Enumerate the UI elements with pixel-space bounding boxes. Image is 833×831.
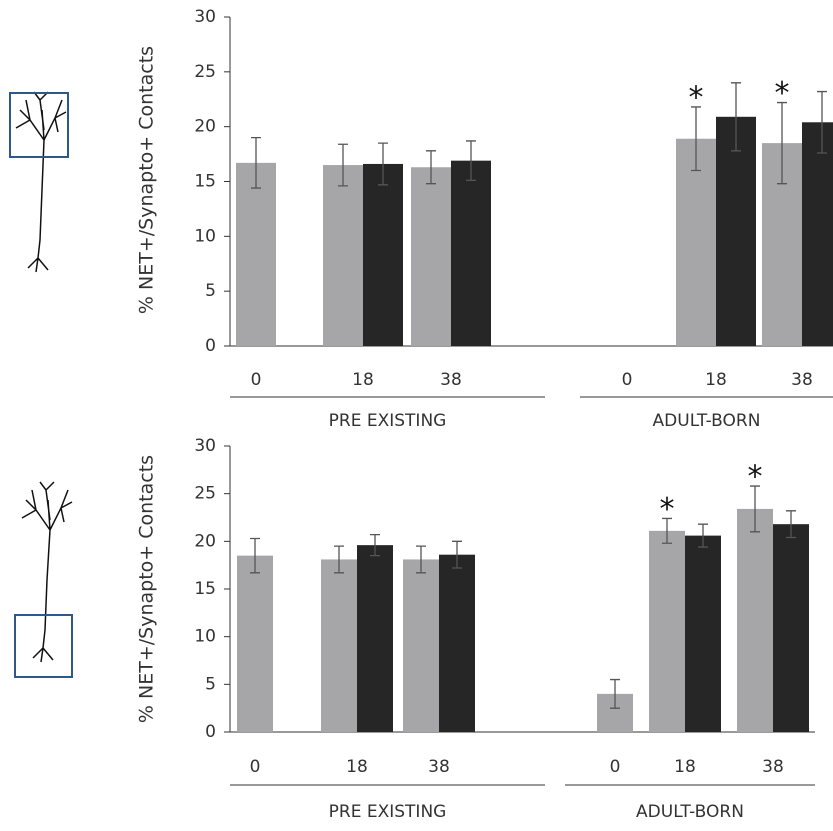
error-bar — [370, 534, 380, 557]
x-tick-label: 38 — [762, 757, 784, 777]
significance-marker: * — [748, 460, 763, 495]
y-tick-label: 25 — [194, 62, 216, 82]
group-label: PRE EXISTING — [329, 802, 447, 822]
error-bar — [817, 90, 827, 154]
y-tick-label: 25 — [194, 484, 216, 504]
bar — [685, 535, 721, 732]
significance-marker: * — [660, 492, 675, 527]
bar — [403, 559, 439, 732]
bar — [323, 165, 363, 346]
y-tick-label: 15 — [194, 579, 216, 599]
bar — [357, 545, 393, 732]
y-tick-label: 20 — [194, 117, 216, 137]
error-bar — [338, 143, 348, 187]
y-tick-label: 20 — [194, 531, 216, 551]
error-bar — [334, 545, 344, 574]
bar — [236, 162, 276, 346]
y-tick-label: 0 — [205, 336, 216, 356]
y-tick-label: 5 — [205, 674, 216, 694]
neuron-icon-bottom — [14, 481, 73, 678]
x-tick-label: 18 — [705, 370, 727, 390]
bar — [411, 167, 451, 346]
bar — [237, 555, 273, 732]
group-label: ADULT-BORN — [636, 802, 744, 822]
bar — [439, 554, 475, 732]
error-bar — [378, 142, 388, 186]
error-bar — [698, 523, 708, 548]
error-bar — [731, 82, 741, 152]
x-tick-label: 0 — [251, 370, 262, 390]
significance-marker: * — [775, 76, 790, 111]
y-tick-label: 30 — [194, 7, 216, 27]
error-bar — [416, 545, 426, 574]
bar — [737, 508, 773, 732]
error-bar — [786, 510, 796, 539]
x-tick-label: 38 — [428, 757, 450, 777]
error-bar — [251, 136, 261, 189]
error-bar — [750, 485, 760, 533]
error-bar — [250, 537, 260, 574]
error-bar — [452, 540, 462, 569]
group-label: PRE EXISTING — [329, 411, 447, 431]
x-tick-label: 18 — [346, 757, 368, 777]
x-tick-label: 18 — [352, 370, 374, 390]
error-bar — [466, 140, 476, 182]
y-tick-label: 15 — [194, 172, 216, 192]
x-tick-label: 38 — [440, 370, 462, 390]
error-bar — [662, 517, 672, 544]
y-tick-label: 0 — [205, 722, 216, 742]
y-tick-label: 10 — [194, 627, 216, 647]
x-tick-label: 0 — [250, 757, 261, 777]
bar — [451, 160, 491, 346]
y-tick-label: 5 — [205, 281, 216, 301]
x-tick-label: 0 — [610, 757, 621, 777]
y-axis-label: % NET+/Synapto+ Contacts — [136, 455, 158, 723]
bar — [321, 559, 357, 732]
error-bar — [426, 150, 436, 185]
significance-marker: * — [689, 80, 704, 115]
bar — [773, 524, 809, 732]
x-tick-label: 0 — [622, 370, 633, 390]
error-bar — [691, 106, 701, 172]
error-bar — [777, 101, 787, 185]
bar — [802, 122, 833, 346]
y-axis-label: % NET+/Synapto+ Contacts — [136, 46, 158, 314]
bar — [716, 116, 756, 347]
bar — [363, 163, 403, 346]
error-bar — [610, 678, 620, 709]
x-tick-label: 18 — [674, 757, 696, 777]
bar — [649, 530, 685, 732]
bar — [676, 138, 716, 346]
y-tick-label: 10 — [194, 226, 216, 246]
group-label: ADULT-BORN — [653, 411, 761, 431]
x-tick-label: 38 — [791, 370, 813, 390]
neuron-icon-top — [9, 91, 69, 273]
y-tick-label: 30 — [194, 436, 216, 456]
